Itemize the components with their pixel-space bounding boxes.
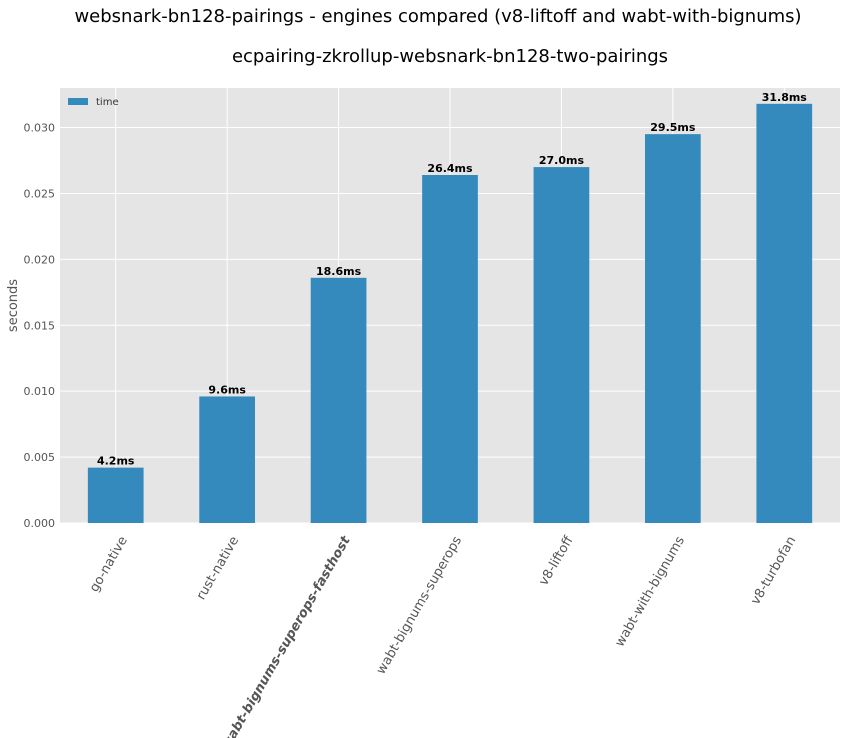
y-tick-label: 0.025 (24, 187, 56, 200)
bar-value-label: 31.8ms (762, 91, 808, 104)
y-tick-label: 0.015 (24, 319, 56, 332)
bar-value-label: 9.6ms (208, 383, 246, 396)
x-tick-label: wabt-bignums-superops-fasthost (219, 533, 354, 738)
y-tick-label: 0.000 (24, 517, 56, 530)
bar-v8-liftoff (533, 167, 590, 523)
y-tick-label: 0.010 (24, 385, 56, 398)
y-axis-ticks: 0.000 0.005 0.010 0.015 0.020 0.025 0.030 (24, 122, 56, 530)
legend-swatch-time (68, 98, 88, 105)
y-tick-label: 0.005 (24, 451, 56, 464)
y-tick-label: 0.020 (24, 253, 56, 266)
legend: time (68, 97, 119, 108)
bar-v8-turbofan (756, 103, 813, 524)
bar-wabt-bignums-superops (422, 175, 478, 523)
bars (87, 103, 813, 524)
bar-value-label: 27.0ms (539, 154, 585, 167)
chart-title: websnark-bn128-pairings - engines compar… (74, 6, 801, 27)
x-tick-label: go-native (87, 534, 131, 595)
bar-value-label: 18.6ms (316, 265, 362, 278)
bar-go-native (87, 467, 144, 523)
bar-value-label: 26.4ms (427, 162, 473, 175)
chart-subtitle: ecpairing-zkrollup-websnark-bn128-two-pa… (232, 46, 668, 67)
y-axis-label: seconds (6, 279, 21, 332)
bar-rust-native (199, 396, 255, 523)
bar-value-label: 29.5ms (650, 121, 696, 134)
bar-value-labels: 4.2ms 9.6ms 18.6ms 26.4ms 27.0ms 29.5ms 31.8ms (97, 91, 807, 468)
bar-value-label: 4.2ms (97, 455, 135, 468)
legend-label-time: time (96, 97, 119, 108)
x-tick-label: wabt-with-bignums (612, 534, 688, 650)
bar-wabt-with-bignums (645, 134, 701, 524)
x-tick-label: wabt-bignums-superops (374, 534, 465, 677)
x-tick-label: v8-turbofan (748, 534, 799, 608)
x-tick-label: rust-native (194, 534, 242, 603)
bar-wabt-bignums-superops-fasthost (310, 277, 367, 523)
x-tick-label: v8-liftoff (536, 533, 577, 588)
y-tick-label: 0.030 (24, 122, 56, 135)
x-axis-ticks: go-native rust-nativewabt-bignums-superop… (87, 533, 799, 738)
